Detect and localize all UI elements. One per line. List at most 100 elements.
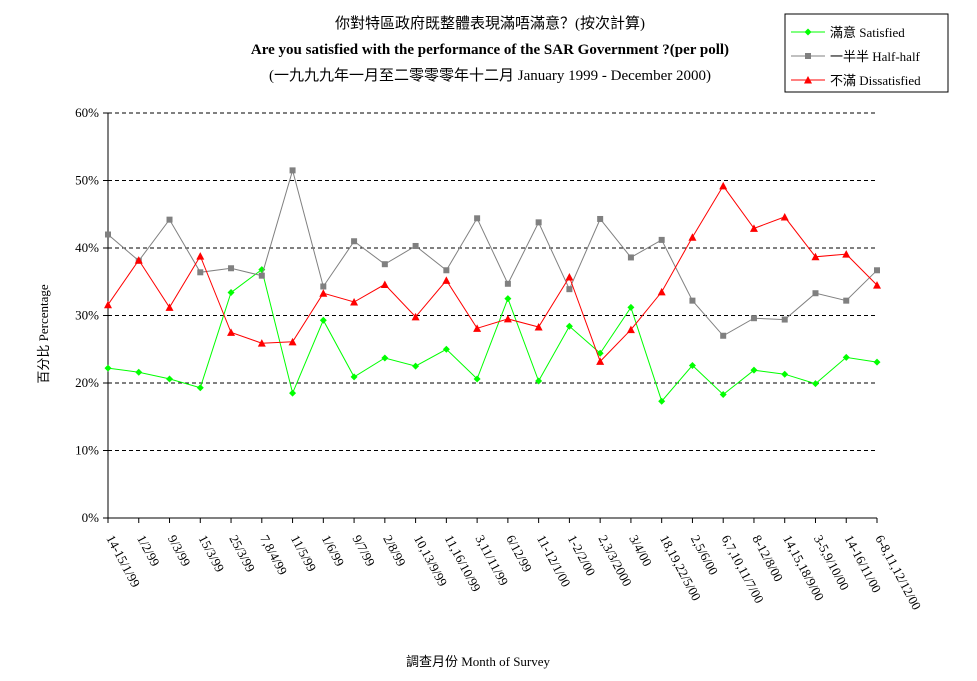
data-point-marker [442, 276, 451, 284]
data-point-marker [626, 325, 635, 334]
data-point-marker [503, 314, 512, 323]
data-point-marker [657, 287, 666, 296]
data-point-marker [135, 368, 143, 376]
chart-title-chinese: 你對特區政府既整體表現滿唔滿意？(按次計算) [335, 14, 645, 32]
data-point-marker [781, 316, 788, 323]
data-point-marker [319, 316, 327, 324]
data-point-marker [566, 286, 573, 293]
x-tick-label: 15/3/99 [196, 532, 228, 574]
data-point-marker [565, 322, 573, 330]
series-group [104, 167, 881, 405]
y-axis-ticks: 0% 10% 20% 30% 40% 50% 60% [75, 105, 108, 525]
legend-label: 不滿 Dissatisfied [830, 73, 921, 88]
data-point-marker [381, 261, 388, 268]
data-point-marker [474, 215, 481, 222]
data-point-marker [873, 281, 881, 289]
x-tick-label: 9/3/99 [165, 532, 194, 568]
chart-title-period: (一九九九年一月至二零零零年十二月 January 1999 - Decembe… [269, 67, 711, 84]
data-point-marker [412, 242, 419, 249]
series-line [107, 168, 878, 337]
y-tick-label: 20% [75, 375, 99, 390]
series-line [107, 268, 878, 403]
y-tick-label: 40% [75, 240, 99, 255]
legend: 滿意 Satisfied 一半半 Half-half 不滿 Dissatisfied [784, 13, 949, 93]
data-point-marker [504, 295, 512, 303]
data-point-marker [228, 265, 235, 272]
data-point-marker [350, 373, 358, 381]
data-point-marker [535, 219, 542, 226]
legend-label: 滿意 Satisfied [830, 25, 905, 40]
x-tick-label: 11/5/99 [288, 532, 320, 574]
data-point-marker [380, 280, 389, 288]
data-point-marker [842, 353, 850, 361]
data-point-marker [473, 375, 481, 383]
data-point-marker [627, 303, 635, 311]
x-tick-label: 1/2/99 [134, 532, 163, 568]
x-tick-label: 6/12/99 [503, 532, 535, 574]
chart-title-english: Are you satisfied with the performance o… [251, 42, 729, 58]
data-point-marker [689, 297, 696, 304]
data-point-marker [658, 236, 665, 243]
data-point-marker [842, 250, 851, 258]
data-point-marker [104, 364, 112, 372]
x-tick-label: 9/7/99 [349, 532, 378, 568]
data-point-marker [197, 269, 204, 276]
y-axis-label: 百分比 Percentage [36, 284, 51, 384]
x-tick-label: 6-8,11,12/12/00 [872, 532, 924, 612]
data-point-marker [442, 345, 450, 353]
data-point-marker [289, 389, 297, 397]
data-point-marker [165, 303, 174, 311]
data-point-marker [535, 377, 543, 385]
data-point-marker [874, 267, 880, 274]
y-tick-label: 10% [75, 443, 99, 458]
x-tick-label: 1-2/2/00 [565, 532, 599, 578]
data-point-marker [320, 283, 327, 290]
data-point-marker [227, 328, 236, 336]
data-point-marker [351, 238, 358, 245]
data-point-marker [812, 290, 819, 297]
data-point-marker [804, 28, 812, 36]
series-line [107, 184, 878, 363]
data-point-marker [688, 361, 696, 369]
data-point-marker [749, 224, 758, 232]
x-tick-label: 3/4/00 [626, 532, 655, 568]
data-point-marker [166, 216, 173, 223]
x-tick-label: 25/3/99 [226, 532, 258, 574]
data-point-marker [411, 312, 420, 321]
data-point-marker [658, 397, 666, 405]
x-tick-label: 2,5/6/00 [688, 532, 721, 577]
data-point-marker [288, 337, 297, 346]
data-point-marker [166, 375, 174, 383]
data-point-marker [750, 366, 758, 374]
data-point-marker [720, 332, 727, 339]
data-point-marker [381, 354, 389, 362]
data-point-marker [873, 358, 881, 366]
data-point-marker [504, 280, 511, 287]
x-tick-label: 7,8/4/99 [257, 532, 290, 577]
data-point-marker [781, 370, 789, 378]
y-tick-label: 0% [82, 510, 100, 525]
data-point-marker [719, 390, 727, 398]
data-point-marker [811, 252, 820, 261]
x-axis-label: 調查月份 Month of Survey [406, 654, 551, 669]
data-point-marker [319, 289, 328, 297]
data-point-marker [134, 256, 143, 264]
legend-box [784, 13, 949, 93]
data-point-marker [596, 357, 605, 365]
data-point-marker [257, 339, 266, 347]
data-point-marker [196, 252, 205, 260]
data-point-marker [843, 297, 850, 304]
data-point-marker [750, 315, 757, 322]
data-point-marker [597, 215, 604, 222]
gridlines [108, 112, 877, 451]
data-point-marker [412, 362, 420, 370]
data-point-marker [196, 384, 204, 392]
data-point-marker [227, 289, 235, 297]
x-axis-ticks: 14-15/1/991/2/99 9/3/99 15/3/9925/3/997,8/… [103, 518, 924, 612]
data-point-marker [719, 181, 728, 190]
data-point-marker [565, 273, 574, 281]
data-point-marker [780, 212, 789, 221]
data-point-marker [811, 380, 819, 388]
x-tick-label: 2/8/99 [380, 532, 409, 568]
